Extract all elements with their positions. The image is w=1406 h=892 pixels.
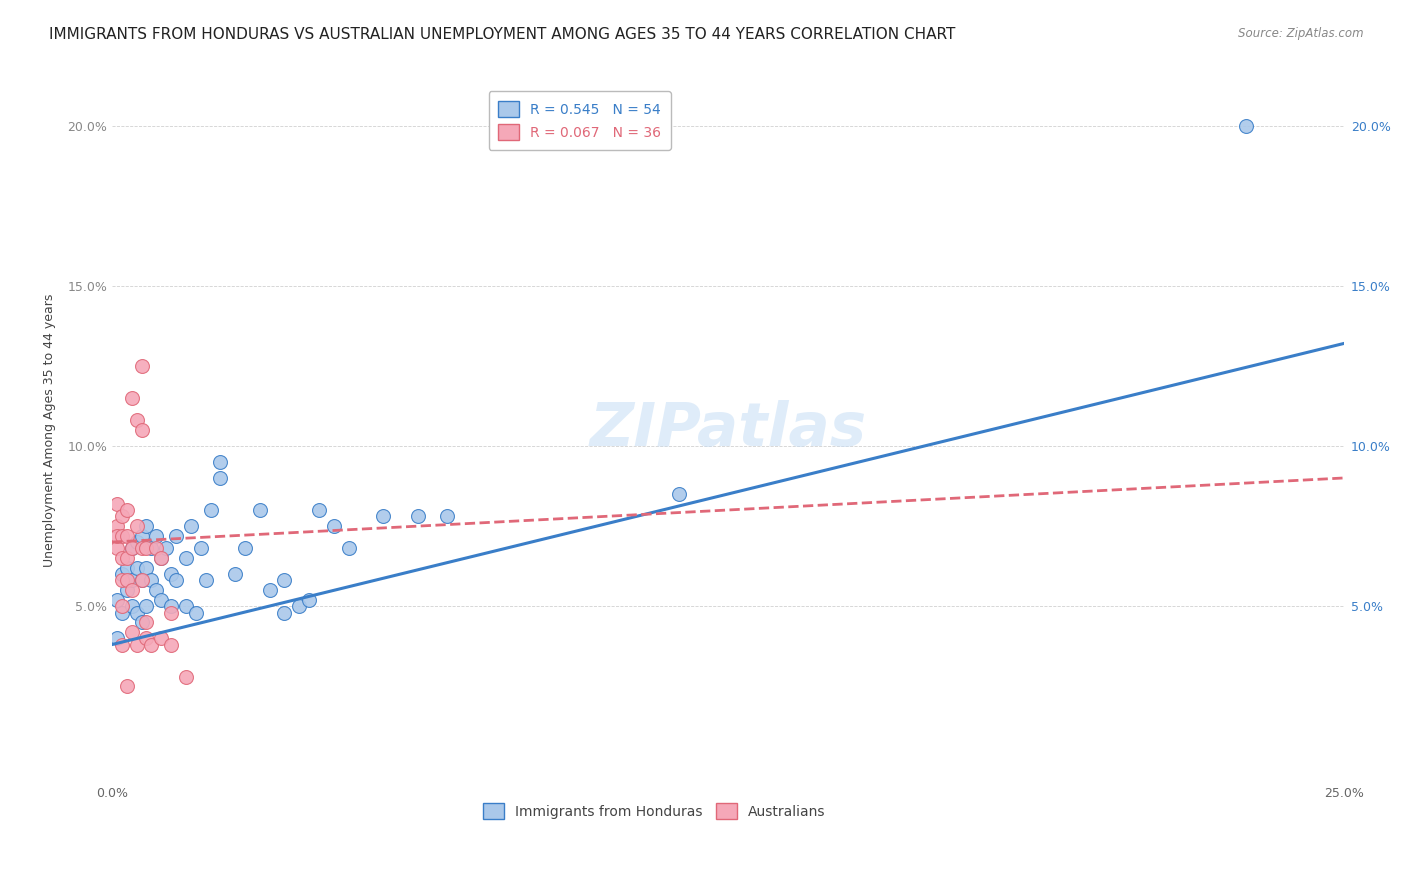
Point: [233, 541, 256, 556]
Point: [135, 519, 157, 533]
Point: [141, 638, 163, 652]
Point: [125, 519, 148, 533]
Point: [125, 560, 148, 574]
Point: [165, 574, 187, 588]
Point: [111, 509, 134, 524]
Point: [141, 574, 163, 588]
Point: [273, 574, 295, 588]
Point: [322, 519, 344, 533]
Text: ZIPatlas: ZIPatlas: [589, 401, 866, 459]
Point: [125, 413, 148, 427]
Point: [121, 541, 143, 556]
Point: [150, 631, 173, 645]
Point: [160, 638, 183, 652]
Point: [111, 599, 134, 614]
Point: [141, 541, 163, 556]
Point: [184, 606, 207, 620]
Text: IMMIGRANTS FROM HONDURAS VS AUSTRALIAN UNEMPLOYMENT AMONG AGES 35 TO 44 YEARS CO: IMMIGRANTS FROM HONDURAS VS AUSTRALIAN U…: [49, 27, 956, 42]
Point: [111, 528, 134, 542]
Point: [180, 519, 202, 533]
Point: [111, 574, 134, 588]
Point: [135, 599, 157, 614]
Point: [131, 528, 153, 542]
Point: [115, 560, 138, 574]
Point: [115, 528, 138, 542]
Point: [160, 606, 183, 620]
Point: [135, 615, 157, 629]
Point: [121, 391, 143, 405]
Point: [121, 599, 143, 614]
Point: [174, 670, 197, 684]
Point: [155, 541, 177, 556]
Point: [131, 423, 153, 437]
Point: [308, 503, 330, 517]
Point: [111, 638, 134, 652]
Point: [150, 592, 173, 607]
Point: [160, 599, 183, 614]
Point: [125, 535, 148, 549]
Point: [160, 567, 183, 582]
Point: [145, 583, 167, 598]
Point: [200, 503, 222, 517]
Point: [121, 541, 143, 556]
Point: [131, 574, 153, 588]
Point: [668, 487, 690, 501]
Text: Source: ZipAtlas.com: Source: ZipAtlas.com: [1239, 27, 1364, 40]
Point: [111, 567, 134, 582]
Point: [165, 528, 187, 542]
Y-axis label: Unemployment Among Ages 35 to 44 years: Unemployment Among Ages 35 to 44 years: [44, 293, 56, 566]
Point: [105, 592, 128, 607]
Point: [131, 541, 153, 556]
Point: [249, 503, 271, 517]
Point: [105, 528, 128, 542]
Point: [190, 541, 212, 556]
Point: [115, 583, 138, 598]
Point: [371, 509, 394, 524]
Point: [121, 574, 143, 588]
Point: [174, 551, 197, 566]
Point: [131, 574, 153, 588]
Legend: Immigrants from Honduras, Australians: Immigrants from Honduras, Australians: [477, 797, 831, 825]
Point: [224, 567, 246, 582]
Point: [111, 606, 134, 620]
Point: [209, 455, 232, 469]
Point: [125, 606, 148, 620]
Point: [273, 606, 295, 620]
Point: [105, 519, 128, 533]
Point: [1234, 119, 1257, 133]
Point: [135, 541, 157, 556]
Point: [121, 624, 143, 639]
Point: [145, 541, 167, 556]
Point: [298, 592, 321, 607]
Point: [135, 631, 157, 645]
Point: [436, 509, 458, 524]
Point: [194, 574, 217, 588]
Point: [135, 560, 157, 574]
Point: [145, 528, 167, 542]
Point: [125, 638, 148, 652]
Point: [406, 509, 429, 524]
Point: [150, 551, 173, 566]
Point: [105, 631, 128, 645]
Point: [150, 551, 173, 566]
Point: [115, 503, 138, 517]
Point: [115, 574, 138, 588]
Point: [337, 541, 360, 556]
Point: [115, 551, 138, 566]
Point: [131, 359, 153, 373]
Point: [121, 583, 143, 598]
Point: [259, 583, 281, 598]
Point: [115, 679, 138, 693]
Point: [131, 615, 153, 629]
Point: [174, 599, 197, 614]
Point: [209, 471, 232, 485]
Point: [288, 599, 311, 614]
Point: [105, 497, 128, 511]
Point: [105, 541, 128, 556]
Point: [111, 551, 134, 566]
